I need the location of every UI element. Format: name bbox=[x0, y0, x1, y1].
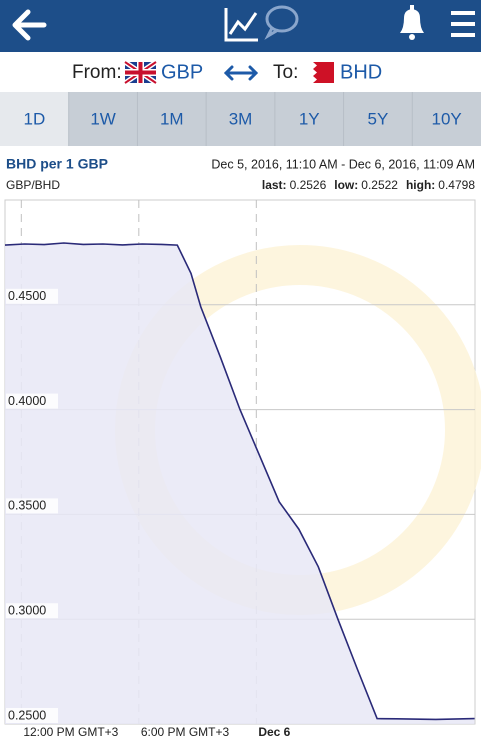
y-tick-label: 0.4500 bbox=[8, 289, 46, 303]
y-tick-label-bg bbox=[6, 708, 58, 723]
swap-icon[interactable] bbox=[223, 65, 259, 81]
tab[interactable]: 1D bbox=[23, 109, 45, 128]
to-currency[interactable]: BHD bbox=[340, 61, 382, 83]
x-tick-label: 6:00 PM GMT+3 bbox=[141, 725, 230, 739]
stat-label: low: bbox=[334, 178, 358, 192]
stat-value: 0.4798 bbox=[438, 178, 475, 192]
y-tick-label: 0.3000 bbox=[8, 603, 46, 617]
tab[interactable]: 1Y bbox=[299, 109, 320, 128]
tab-bar bbox=[0, 92, 481, 146]
y-tick-label-bg bbox=[6, 393, 58, 409]
x-tick-label: 12:00 PM GMT+3 bbox=[23, 725, 118, 739]
tab[interactable]: 3M bbox=[229, 109, 253, 128]
stat-label: last: bbox=[262, 178, 287, 192]
from-label: From: bbox=[72, 62, 122, 83]
y-tick-label-bg bbox=[6, 603, 58, 619]
from-currency[interactable]: GBP bbox=[161, 61, 203, 83]
area-fill bbox=[5, 243, 475, 724]
chart-subtitle: GBP/BHD bbox=[6, 178, 60, 192]
chart-icon[interactable] bbox=[224, 8, 258, 42]
tab[interactable]: 1W bbox=[90, 109, 116, 128]
back-button[interactable] bbox=[12, 9, 47, 41]
chat-icon[interactable] bbox=[264, 5, 299, 40]
y-tick-label: 0.3500 bbox=[8, 499, 46, 513]
to-label: To: bbox=[273, 62, 298, 83]
stat-label: high: bbox=[406, 178, 435, 192]
y-tick-label-bg bbox=[6, 498, 58, 514]
x-tick-label: Dec 6 bbox=[258, 725, 290, 739]
stat-value: 0.2522 bbox=[361, 178, 398, 192]
date-range: Dec 5, 2016, 11:10 AM - Dec 6, 2016, 11:… bbox=[211, 157, 475, 171]
tab-selected-bg bbox=[0, 92, 69, 146]
bahrain-flag[interactable] bbox=[306, 62, 334, 83]
y-tick-label-bg bbox=[6, 288, 58, 304]
chart-title: BHD per 1 GBP bbox=[6, 156, 108, 172]
uk-flag[interactable] bbox=[123, 59, 158, 86]
tab[interactable]: 1M bbox=[160, 109, 184, 128]
stat-value: 0.2526 bbox=[290, 178, 327, 192]
tab[interactable]: 10Y bbox=[432, 109, 462, 128]
y-tick-label: 0.4000 bbox=[8, 394, 46, 408]
y-tick-label: 0.2500 bbox=[8, 708, 46, 722]
tab[interactable]: 5Y bbox=[368, 109, 389, 128]
bell-icon[interactable] bbox=[400, 5, 424, 40]
menu-icon[interactable] bbox=[451, 11, 475, 37]
price-line bbox=[4, 242, 475, 721]
